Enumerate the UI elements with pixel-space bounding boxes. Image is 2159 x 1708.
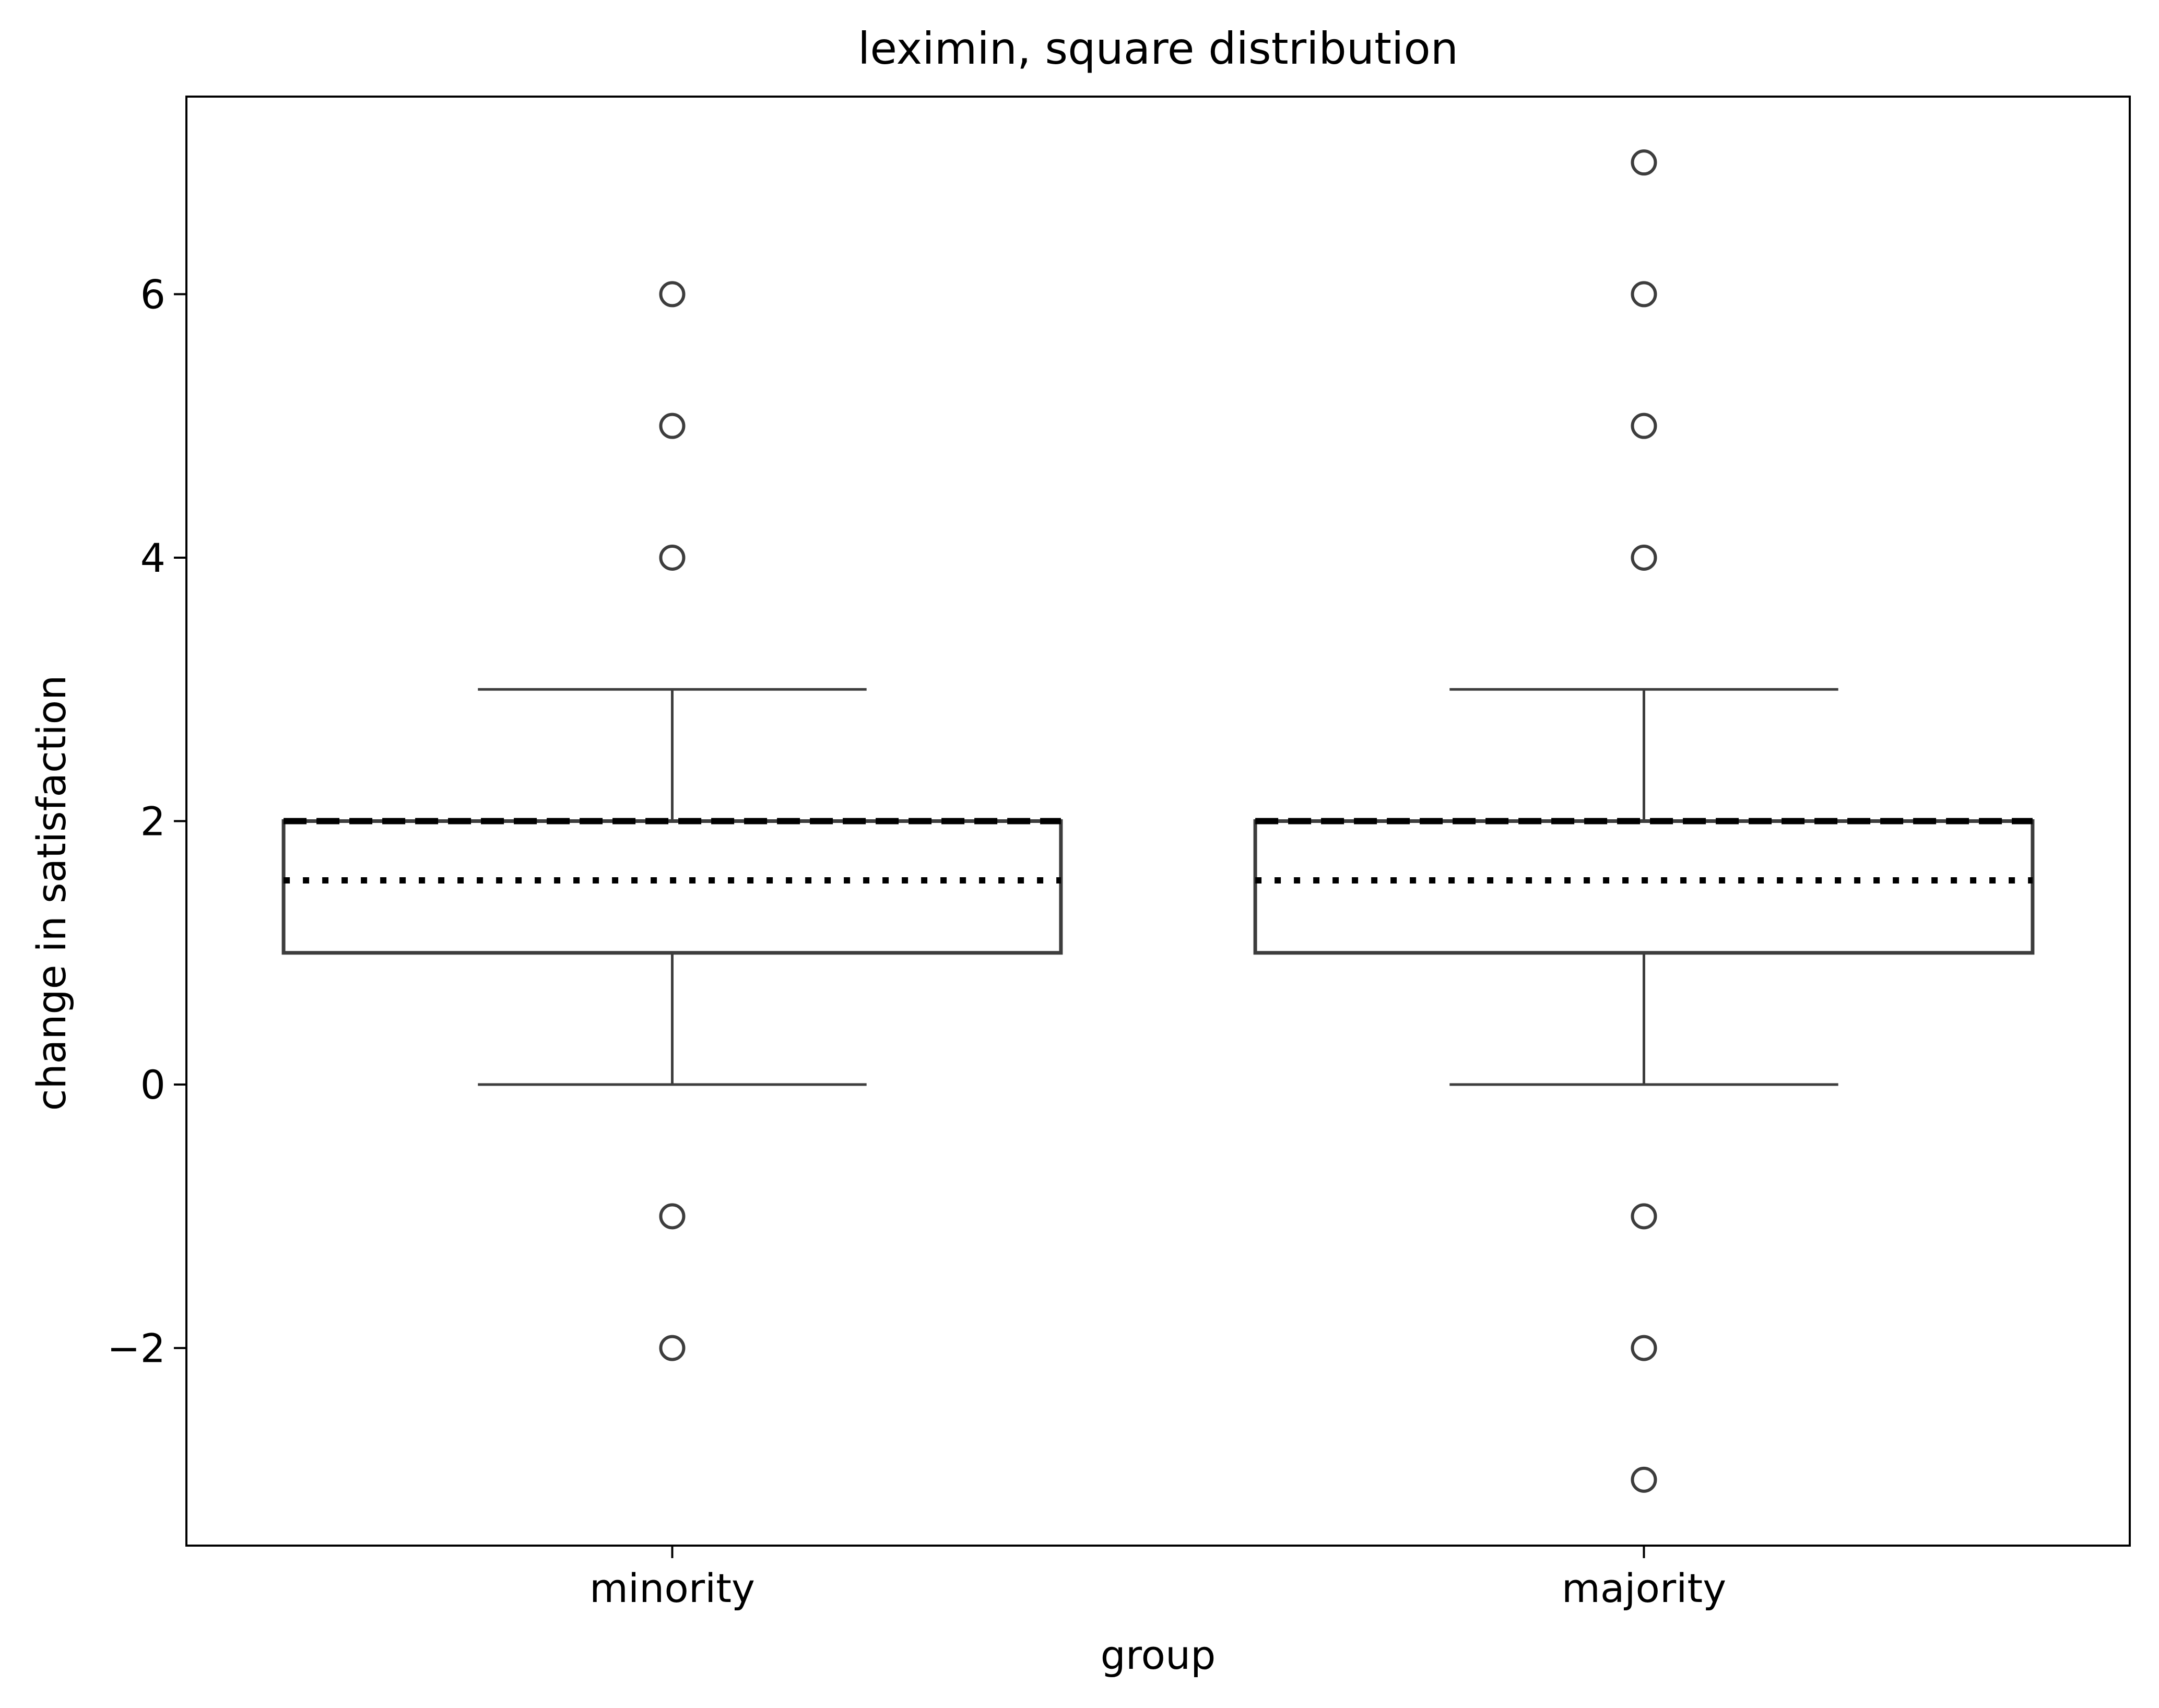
- outlier-point: [659, 1335, 686, 1361]
- box-body: [281, 819, 1063, 955]
- outlier-point: [1631, 281, 1657, 308]
- outlier-point: [1631, 544, 1657, 571]
- outlier-point: [659, 413, 686, 439]
- y-tick-label: 6: [140, 271, 166, 317]
- y-tick-label: 4: [140, 535, 166, 581]
- plot-frame: [185, 96, 2131, 1547]
- y-tick-label: −2: [107, 1325, 166, 1372]
- outlier-point: [659, 1203, 686, 1230]
- box-minority: [281, 281, 1063, 1361]
- outlier-point: [659, 281, 686, 308]
- outlier-point: [1631, 149, 1657, 176]
- box-body: [1253, 819, 2035, 955]
- outlier-point: [1631, 1335, 1657, 1361]
- y-tick-label: 0: [140, 1062, 166, 1108]
- outlier-point: [1631, 1203, 1657, 1230]
- x-axis-label: group: [1101, 1632, 1216, 1678]
- box-majority: [1253, 149, 2035, 1493]
- x-axis: minority majority: [589, 1546, 1726, 1611]
- y-tick-label: 2: [140, 798, 166, 845]
- x-tick-label: majority: [1562, 1565, 1726, 1611]
- outlier-point: [1631, 1466, 1657, 1493]
- y-axis: −2 0 2 4 6: [107, 271, 186, 1372]
- outlier-point: [1631, 413, 1657, 439]
- x-tick-label: minority: [589, 1565, 755, 1611]
- y-axis-label: change in satisfaction: [28, 675, 75, 1111]
- outlier-point: [659, 544, 686, 571]
- plot-area: [281, 149, 2035, 1493]
- chart-title: leximin, square distribution: [858, 23, 1458, 74]
